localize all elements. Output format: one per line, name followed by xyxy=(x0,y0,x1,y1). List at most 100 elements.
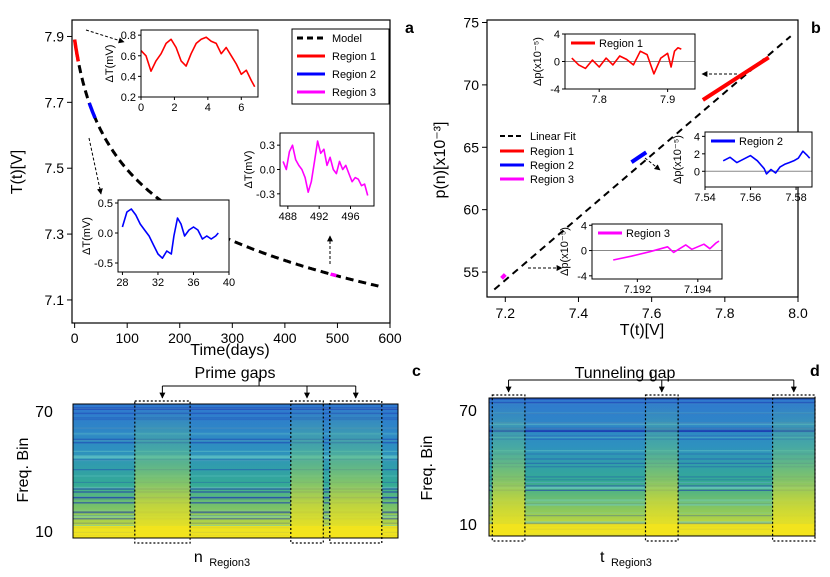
spectrogram-low-freq-band xyxy=(73,526,398,538)
inset-ytick-label: 0 xyxy=(554,57,560,69)
inset-ytick-label: 4 xyxy=(581,220,587,232)
inset-xtick-label: 28 xyxy=(116,277,128,289)
panel-b-ytick-label: 55 xyxy=(463,264,479,280)
panel-d: d Tunneling gap Freq. Bin 70 10 t Region… xyxy=(419,363,820,569)
panel-a-ytick-label: 7.3 xyxy=(45,226,65,242)
spectrogram-hot-column xyxy=(772,398,815,536)
inset-xtick-label: 488 xyxy=(279,211,297,223)
panel-a-xtick-label: 600 xyxy=(378,330,402,346)
legend-region-3-label: Region 3 xyxy=(332,87,376,99)
inset-xtick-label: 0 xyxy=(138,102,144,114)
panel-d-ylabel: Freq. Bin xyxy=(419,436,436,501)
inset-b-region-2: Region 2 7.54 7.56 7.58 0 2 4 Δp(x10⁻⁵) xyxy=(672,131,813,204)
panel-b-ytick-label: 65 xyxy=(463,139,479,155)
inset-xtick-label: 7.56 xyxy=(740,192,761,204)
panel-a-ytick-label: 7.7 xyxy=(45,94,65,110)
panel-a-ytick-label: 7.5 xyxy=(45,160,65,176)
region-2-segment xyxy=(87,102,97,119)
inset-ytick-label: 0.0 xyxy=(98,228,113,240)
inset-xtick-label: 7.9 xyxy=(660,94,675,106)
inset-ytick-label: 4 xyxy=(694,131,700,143)
highlight-box xyxy=(491,394,526,542)
panel-b-xtick-label: 8.0 xyxy=(788,305,808,321)
panel-label-a: a xyxy=(405,20,414,37)
spectrogram-hot-column xyxy=(134,404,191,538)
panel-a-xlabel: Time(days) xyxy=(190,342,269,359)
heatmap-axes xyxy=(488,397,816,537)
panel-c-title: Prime gaps xyxy=(195,365,276,382)
panel-a-ylabel: T(t)[V] xyxy=(9,150,26,194)
panel-c-xlabel: n Region3 xyxy=(194,549,250,569)
legend-b-region-3-label: Region 3 xyxy=(530,174,574,186)
inset-xtick-label: 496 xyxy=(341,211,359,223)
inset-ytick-label: 0.2 xyxy=(121,92,136,104)
inset-ytick-label: -0.5 xyxy=(94,258,113,270)
panel-b: b 7.2 7.4 7.6 7.8 8.0 55 60 65 70 75 T(t)[V] p(n)… xyxy=(432,14,821,339)
inset-ytick-label: 0 xyxy=(581,246,587,258)
panel-a-xtick-label: 400 xyxy=(273,330,297,346)
inset-ytick-label: 0.5 xyxy=(98,198,113,210)
inset-xtick-label: 32 xyxy=(152,277,164,289)
inset-xtick-label: 2 xyxy=(171,102,177,114)
inset-legend-label: Region 3 xyxy=(626,228,670,240)
arrow-region-1 xyxy=(85,29,125,44)
highlight-box xyxy=(290,400,324,544)
panel-c-ytick-top: 70 xyxy=(35,404,53,421)
inset-ylabel: Δp(x10⁻⁵) xyxy=(559,227,571,276)
spectrogram-hot-column xyxy=(290,404,324,538)
inset-legend-label: Region 2 xyxy=(739,136,783,148)
panel-label-d: d xyxy=(810,363,820,380)
legend-fit-label: Linear Fit xyxy=(530,131,576,143)
inset-axes xyxy=(591,223,723,280)
inset-xtick-label: 40 xyxy=(223,277,235,289)
panel-b-xtick-label: 7.4 xyxy=(569,305,589,321)
region-1-segment xyxy=(72,39,81,62)
inset-ylabel: ΔT(mV) xyxy=(81,217,93,255)
panel-a-ytick-label: 7.9 xyxy=(45,28,65,44)
inset-xtick-label: 492 xyxy=(310,211,328,223)
inset-ytick-label: 4 xyxy=(554,29,560,41)
inset-series-line xyxy=(121,208,219,259)
panel-b-ytick-label: 70 xyxy=(463,77,479,93)
legend-region-1-label: Region 1 xyxy=(332,51,376,63)
panel-b-ticks: 7.2 7.4 7.6 7.8 8.0 55 60 65 70 75 xyxy=(463,14,808,321)
inset-ytick-label: 0 xyxy=(694,166,700,178)
region-3-segment xyxy=(330,272,337,278)
region-2-segment-b xyxy=(630,150,648,164)
panel-b-legend: Linear Fit Region 1 Region 2 Region 3 xyxy=(500,131,576,186)
panel-b-xtick-label: 7.2 xyxy=(496,305,516,321)
panel-d-xlabel: t Region3 xyxy=(600,549,652,569)
inset-xtick-label: 6 xyxy=(238,102,244,114)
region-1-segment-b xyxy=(701,55,770,102)
panel-a-xtick-label: 300 xyxy=(221,330,245,346)
inset-a-region-2: 28 32 36 40 -0.5 0.0 0.5 ΔT(mV) xyxy=(81,198,235,289)
linear-fit-line xyxy=(493,35,792,291)
inset-xtick-label: 7.192 xyxy=(624,284,652,296)
panel-d-title: Tunneling gap xyxy=(575,365,676,382)
inset-ytick-label: 2 xyxy=(694,149,700,161)
panel-b-ytick-label: 75 xyxy=(463,14,479,30)
spectrogram-hot-column xyxy=(329,404,382,538)
panel-b-xlabel: T(t)[V] xyxy=(620,322,664,339)
inset-ytick-label: 0.6 xyxy=(121,51,136,63)
inset-series-line xyxy=(613,240,720,261)
inset-xtick-label: 36 xyxy=(187,277,199,289)
inset-ytick-label: 0.8 xyxy=(121,30,136,42)
panel-c-ytick-bottom: 10 xyxy=(35,524,53,541)
highlight-box xyxy=(329,400,383,544)
inset-a-region-3: 488 492 496 -0.3 0.0 0.3 ΔT(mV) xyxy=(243,132,375,223)
panel-b-xtick-label: 7.8 xyxy=(715,305,735,321)
inset-xtick-label: 4 xyxy=(205,102,211,114)
inset-ylabel: Δp(x10⁻⁵) xyxy=(672,135,684,184)
panel-a-axes xyxy=(71,19,391,324)
inset-xtick-label: 7.54 xyxy=(694,192,715,204)
inset-ylabel: ΔT(mV) xyxy=(104,45,116,83)
panel-a-xtick-label: 0 xyxy=(71,330,79,346)
panel-b-ylabel: p(n)[x10⁻³] xyxy=(432,122,449,199)
panel-d-heatmap xyxy=(488,372,816,542)
inset-ytick-label: -4 xyxy=(577,271,587,283)
inset-axes xyxy=(140,29,259,98)
arrow-b-region-2 xyxy=(644,157,661,171)
